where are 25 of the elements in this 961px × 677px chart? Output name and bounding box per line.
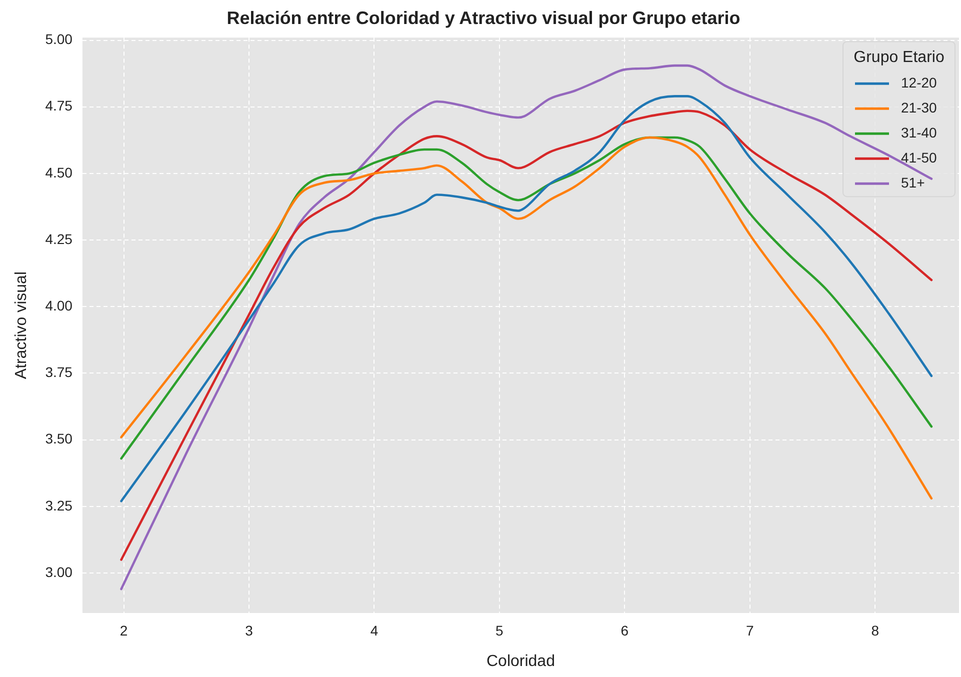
y-tick-label: 3.50 (45, 430, 73, 447)
legend-label: 12-20 (901, 74, 938, 90)
x-tick-label: 7 (746, 622, 754, 638)
chart-title: Relación entre Coloridad y Atractivo visual por Grupo etario (226, 8, 740, 28)
x-axis-title: Coloridad (486, 652, 555, 670)
y-tick-label: 5.00 (45, 31, 73, 48)
y-tick-label: 4.00 (45, 298, 73, 314)
legend-label: 41-50 (901, 149, 938, 166)
y-tick-label: 4.75 (45, 98, 73, 114)
y-tick-label: 3.75 (45, 364, 73, 380)
x-tick-label: 8 (871, 622, 880, 638)
y-tick-label: 4.50 (45, 164, 73, 180)
legend-title: Grupo Etario (854, 49, 944, 66)
legend-label: 51+ (901, 174, 925, 190)
x-tick-label: 6 (620, 622, 629, 638)
legend-label: 21-30 (901, 99, 938, 116)
legend-label: 31-40 (901, 124, 938, 140)
y-tick-label: 4.25 (45, 230, 73, 247)
x-tick-label: 2 (120, 622, 128, 638)
y-axis-title: Atractivo visual (13, 272, 30, 380)
x-tick-label: 3 (245, 622, 254, 638)
x-tick-label: 5 (496, 622, 504, 638)
y-tick-label: 3.00 (45, 564, 73, 580)
x-tick-label: 4 (370, 622, 378, 638)
y-tick-label: 3.25 (45, 497, 73, 514)
